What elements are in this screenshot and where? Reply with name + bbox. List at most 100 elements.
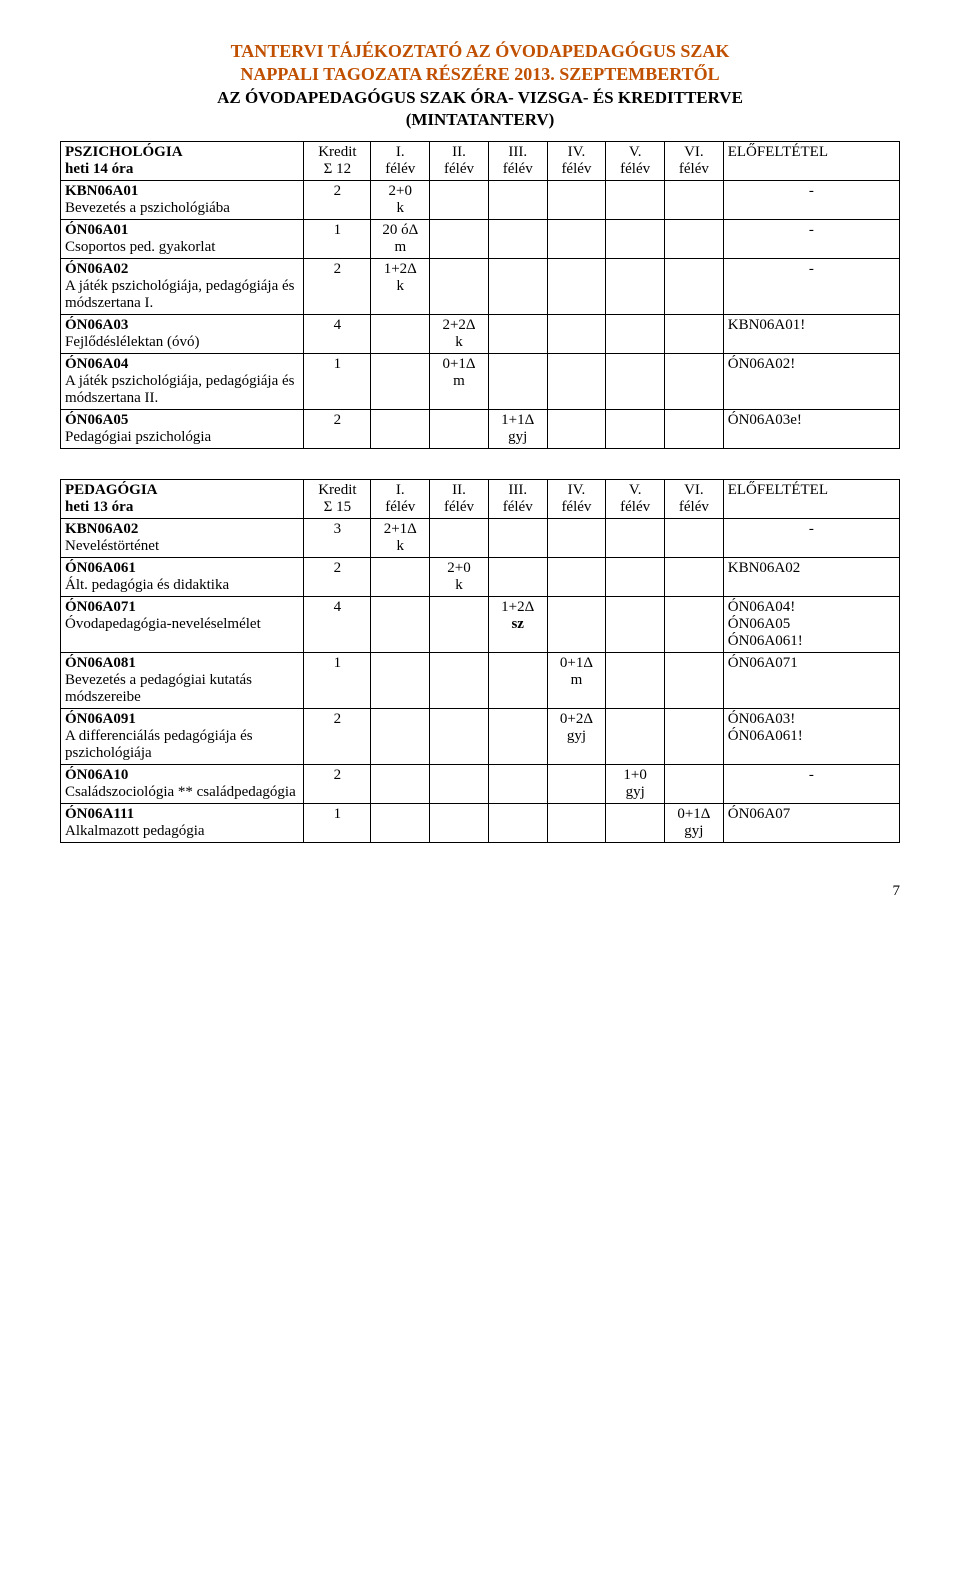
sem4-cell: 0+2Δgyj (547, 708, 606, 764)
prereq-cell: ÓN06A03!ÓN06A061! (723, 708, 899, 764)
s4l1: IV. (568, 144, 586, 160)
cell-line2: m (571, 672, 583, 688)
sem1-cell (371, 652, 430, 708)
sem6-cell (665, 219, 724, 258)
sem2-cell (430, 652, 489, 708)
sem1-cell: 2+1Δk (371, 518, 430, 557)
table-row: ÓN06A081Bevezetés a pedagógiai kutatás m… (61, 652, 900, 708)
kredit-cell: 3 (304, 518, 371, 557)
sem5-cell (606, 314, 665, 353)
course-name: Fejlődéslélektan (óvó) (65, 334, 200, 350)
prereq-line: KBN06A02 (728, 560, 801, 576)
sem4-cell (547, 353, 606, 409)
cell-line2: gyj (508, 429, 527, 445)
course-cell: ÓN06A061Ált. pedagógia és didaktika (61, 557, 304, 596)
course-code: ÓN06A04 (65, 356, 128, 372)
course-cell: ÓN06A04A játék pszichológiája, pedagógiá… (61, 353, 304, 409)
prereq-cell: ÓN06A07 (723, 803, 899, 842)
prereq-cell: ÓN06A02! (723, 353, 899, 409)
kredit-cell: 4 (304, 314, 371, 353)
course-cell: KBN06A02Neveléstörténet (61, 518, 304, 557)
course-code: ÓN06A091 (65, 711, 136, 727)
sem2-cell (430, 708, 489, 764)
prereq-line: ÓN06A03! (728, 711, 796, 727)
prereq-cell: KBN06A02 (723, 557, 899, 596)
prereq-line: ÓN06A061! (728, 633, 803, 649)
cell-line2: k (397, 278, 405, 294)
s6l2: félév (679, 499, 709, 515)
col-header-kredit: Kredit Σ 15 (304, 479, 371, 518)
col-header-sem5: V.félév (606, 141, 665, 180)
sem6-cell (665, 314, 724, 353)
kredit-cell: 1 (304, 353, 371, 409)
cell-line2: sz (511, 616, 524, 632)
kredit-l2: Σ 15 (324, 499, 351, 515)
cell-line1: 2+1Δ (384, 521, 417, 537)
sem2-cell (430, 764, 489, 803)
sem3-cell (488, 652, 547, 708)
table-row: KBN06A01Bevezetés a pszichológiába22+0k- (61, 180, 900, 219)
col-header-sem4: IV.félév (547, 479, 606, 518)
course-name: A differenciálás pedagógiája és pszichol… (65, 728, 253, 761)
table-header-row: PEDAGÓGIA heti 13 óra Kredit Σ 15 I.félé… (61, 479, 900, 518)
cell-line2: k (397, 200, 405, 216)
course-name: A játék pszichológiája, pedagógiája és m… (65, 278, 295, 311)
col-header-pre: ELŐFELTÉTEL (723, 479, 899, 518)
s3l2: félév (503, 161, 533, 177)
course-code: ÓN06A03 (65, 317, 128, 333)
kredit-l1: Kredit (318, 144, 356, 160)
table-row: ÓN06A03Fejlődéslélektan (óvó)42+2ΔkKBN06… (61, 314, 900, 353)
sem5-cell: 1+0gyj (606, 764, 665, 803)
sem1-cell (371, 557, 430, 596)
col-header-sem6: VI.félév (665, 141, 724, 180)
sem5-cell (606, 409, 665, 448)
sem4-cell (547, 596, 606, 652)
sem4-cell (547, 518, 606, 557)
kredit-cell: 2 (304, 180, 371, 219)
course-code: ÓN06A10 (65, 767, 128, 783)
course-code: KBN06A02 (65, 521, 138, 537)
s3l1: III. (508, 144, 527, 160)
header-name-l2: heti 13 óra (65, 499, 133, 515)
sem4-cell (547, 557, 606, 596)
prereq-cell: ÓN06A04!ÓN06A05ÓN06A061! (723, 596, 899, 652)
col-header-sem6: VI.félév (665, 479, 724, 518)
table-row: ÓN06A061Ált. pedagógia és didaktika22+0k… (61, 557, 900, 596)
prereq-cell: - (723, 219, 899, 258)
doc-title-line1: TANTERVI TÁJÉKOZTATÓ AZ ÓVODAPEDAGÓGUS S… (60, 40, 900, 63)
sem1-cell: 2+0k (371, 180, 430, 219)
course-name: Ált. pedagógia és didaktika (65, 577, 229, 593)
kredit-cell: 1 (304, 652, 371, 708)
sem1-cell (371, 596, 430, 652)
sem1-cell (371, 353, 430, 409)
s5l2: félév (620, 499, 650, 515)
sem5-cell (606, 596, 665, 652)
sem3-cell (488, 764, 547, 803)
course-name: Családszociológia ** családpedagógia (65, 784, 296, 800)
sem1-cell (371, 708, 430, 764)
sem1-cell (371, 409, 430, 448)
prereq-cell: ÓN06A071 (723, 652, 899, 708)
cell-line1: 1+0 (623, 767, 646, 783)
kredit-cell: 2 (304, 258, 371, 314)
cell-line2: k (455, 577, 463, 593)
table-pszichologia: PSZICHOLÓGIA heti 14 óra Kredit Σ 12 I.f… (60, 141, 900, 449)
col-header-sem2: II.félév (430, 141, 489, 180)
kredit-l1: Kredit (318, 482, 356, 498)
sem4-cell (547, 803, 606, 842)
table-row: ÓN06A071Óvodapedagógia-neveléselmélet41+… (61, 596, 900, 652)
course-name: Óvodapedagógia-neveléselmélet (65, 616, 261, 632)
sem3-cell (488, 219, 547, 258)
course-code: ÓN06A111 (65, 806, 134, 822)
cell-line2: gyj (567, 728, 586, 744)
cell-line1: 0+1Δ (560, 655, 593, 671)
s6l1: VI. (684, 482, 704, 498)
sem1-cell: 20 óΔm (371, 219, 430, 258)
s1l1: I. (396, 482, 405, 498)
table-pedagogia: PEDAGÓGIA heti 13 óra Kredit Σ 15 I.félé… (60, 479, 900, 843)
kredit-cell: 2 (304, 557, 371, 596)
course-code: KBN06A01 (65, 183, 138, 199)
sem5-cell (606, 219, 665, 258)
sem1-cell (371, 764, 430, 803)
kredit-l2: Σ 12 (324, 161, 351, 177)
